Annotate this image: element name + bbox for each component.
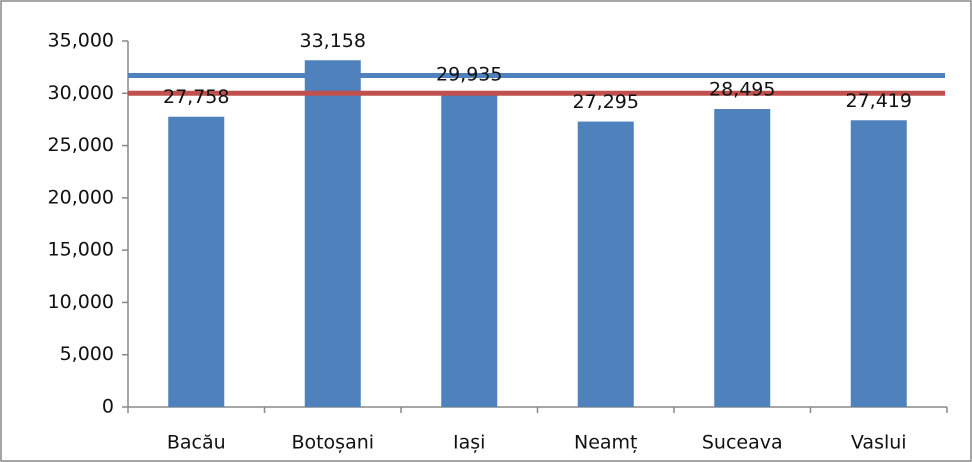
x-tick-label: Vaslui bbox=[851, 432, 907, 454]
x-tick-label: Suceava bbox=[702, 432, 783, 454]
y-tick-label: 30,000 bbox=[48, 82, 114, 104]
y-tick-label: 10,000 bbox=[48, 291, 114, 313]
x-tick-label: Botoșani bbox=[291, 432, 374, 454]
x-tick-label: Iași bbox=[453, 432, 485, 454]
y-tick-label: 20,000 bbox=[48, 186, 114, 208]
bar bbox=[304, 60, 361, 408]
bar bbox=[168, 116, 225, 408]
data-label: 27,419 bbox=[846, 90, 912, 112]
data-label: 27,295 bbox=[573, 91, 639, 113]
bar bbox=[850, 120, 907, 407]
data-label: 27,758 bbox=[163, 86, 229, 108]
x-tick-label: Bacău bbox=[167, 432, 226, 454]
data-label: 28,495 bbox=[709, 79, 775, 101]
data-label: 29,935 bbox=[436, 63, 502, 85]
bar bbox=[714, 109, 771, 407]
y-tick-label: 0 bbox=[102, 396, 114, 418]
bar bbox=[441, 93, 498, 408]
bar bbox=[577, 121, 634, 407]
y-tick-label: 25,000 bbox=[48, 134, 114, 156]
y-tick-label: 5,000 bbox=[60, 343, 114, 365]
y-tick-label: 15,000 bbox=[48, 239, 114, 261]
y-tick-label: 35,000 bbox=[48, 30, 114, 52]
x-tick-label: Neamț bbox=[574, 432, 638, 454]
data-label: 33,158 bbox=[300, 30, 366, 52]
